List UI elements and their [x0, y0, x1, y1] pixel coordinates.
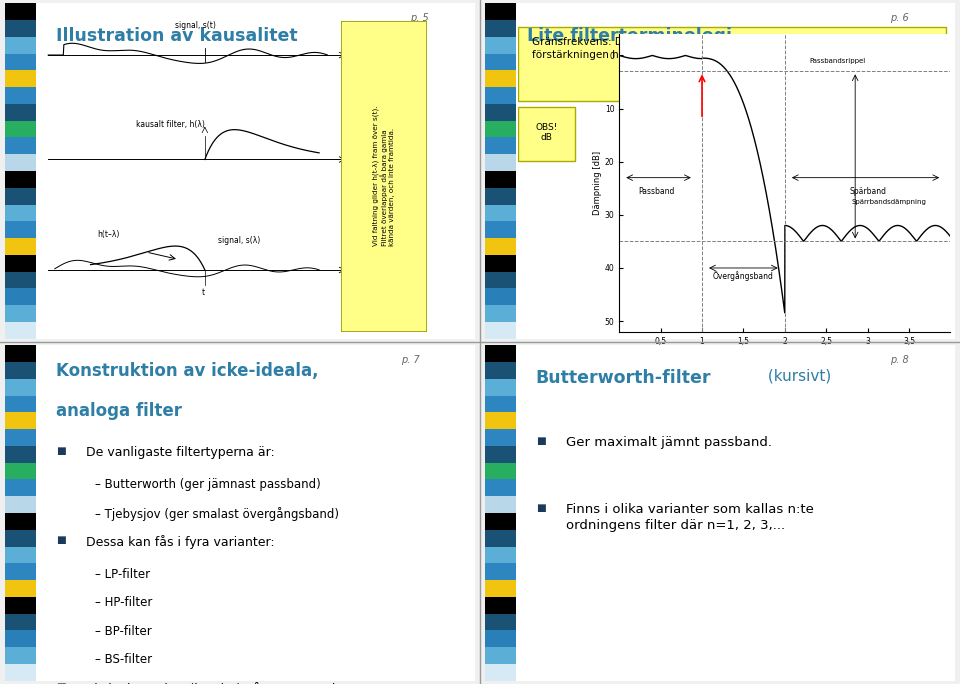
Text: ■: ■: [56, 446, 65, 456]
Text: Passband: Passband: [638, 187, 675, 196]
Y-axis label: Dämpning [dB]: Dämpning [dB]: [593, 151, 602, 215]
Text: – Butterworth (ger jämnast passband): – Butterworth (ger jämnast passband): [95, 479, 321, 492]
Text: Spärband: Spärband: [849, 187, 886, 196]
Text: analoga filter: analoga filter: [56, 402, 181, 421]
Text: λ: λ: [350, 265, 354, 274]
FancyBboxPatch shape: [518, 107, 575, 161]
Text: p. 7: p. 7: [401, 356, 420, 365]
Text: ■: ■: [56, 536, 65, 545]
Text: Vi ska bara titta (kursivt) på Butterworth,
LP-filter: Vi ska bara titta (kursivt) på Butterwor…: [86, 682, 345, 684]
Text: kausalt filter, h(λ): kausalt filter, h(λ): [136, 120, 205, 129]
Text: p. 8: p. 8: [890, 356, 908, 365]
Text: ■: ■: [56, 682, 65, 684]
Text: ■: ■: [536, 503, 545, 513]
Text: ■: ■: [536, 436, 545, 446]
Text: – BS-filter: – BS-filter: [95, 653, 153, 666]
Text: – Tjebysjov (ger smalast övergångsband): – Tjebysjov (ger smalast övergångsband): [95, 507, 339, 521]
Text: Vid faltning glider h(t-λ) fram över s(t).
Filtret överlappar då bara gamla
känd: Vid faltning glider h(t-λ) fram över s(t…: [372, 106, 396, 246]
Text: – LP-filter: – LP-filter: [95, 568, 151, 581]
Text: Spärrbandsdämpning: Spärrbandsdämpning: [851, 199, 925, 205]
Text: OBS!
dB: OBS! dB: [536, 122, 558, 142]
Text: p. 6: p. 6: [890, 14, 908, 23]
Text: λ: λ: [350, 155, 354, 164]
Text: Konstruktion av icke-ideala,: Konstruktion av icke-ideala,: [56, 363, 319, 380]
Text: Övergångsband: Övergångsband: [713, 271, 774, 280]
Text: Gränsfrekvens: Där
förstärkningen har sjunkit med   1/√2 = −3dB: Gränsfrekvens: Där förstärkningen har sj…: [532, 37, 771, 60]
Text: Finns i olika varianter som kallas n:te
ordningens filter där n=1, 2, 3,...: Finns i olika varianter som kallas n:te …: [566, 503, 814, 532]
Text: (kursivt): (kursivt): [763, 369, 831, 384]
Text: h(t–λ): h(t–λ): [97, 230, 120, 239]
Text: t: t: [350, 51, 353, 60]
Text: t: t: [202, 288, 204, 298]
Text: Passbandsrippel: Passbandsrippel: [809, 58, 866, 64]
FancyBboxPatch shape: [518, 27, 947, 101]
Text: Dessa kan fås i fyra varianter:: Dessa kan fås i fyra varianter:: [86, 536, 276, 549]
Text: Illustration av kausalitet: Illustration av kausalitet: [56, 27, 298, 45]
Text: signal, s(λ): signal, s(λ): [218, 236, 260, 245]
Text: Lite filterterminologi: Lite filterterminologi: [527, 27, 732, 45]
Text: p. 5: p. 5: [410, 14, 428, 23]
FancyBboxPatch shape: [341, 21, 427, 332]
Text: Ger maximalt jämnt passband.: Ger maximalt jämnt passband.: [566, 436, 773, 449]
Text: – BP-filter: – BP-filter: [95, 625, 152, 638]
Text: De vanligaste filtertyperna är:: De vanligaste filtertyperna är:: [86, 446, 276, 459]
Text: signal, s(t): signal, s(t): [176, 21, 216, 30]
Text: Butterworth-filter: Butterworth-filter: [536, 369, 711, 387]
Text: – HP-filter: – HP-filter: [95, 596, 153, 609]
